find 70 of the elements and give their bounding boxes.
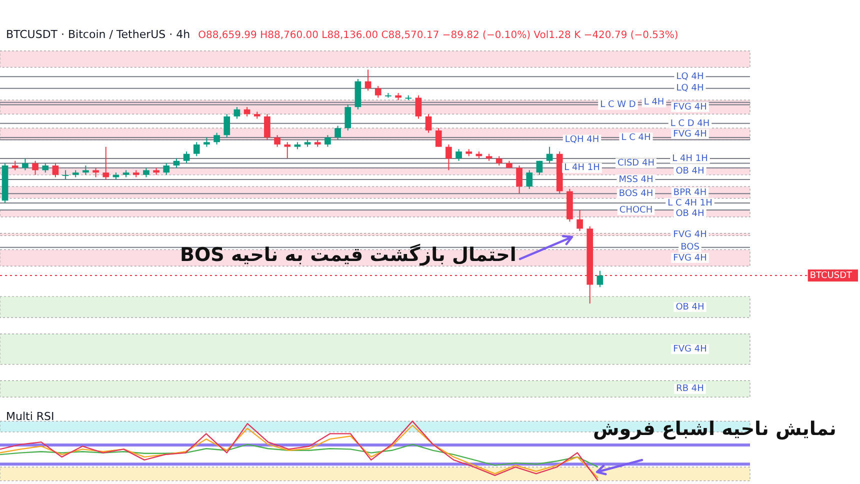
candlestick	[52, 162, 59, 178]
candlestick	[143, 167, 150, 178]
candlestick	[163, 162, 170, 176]
band-label: FVG 4H	[673, 102, 707, 112]
candlestick	[204, 136, 210, 148]
candlestick	[234, 106, 240, 120]
ref-line-label: L C D 4H	[670, 118, 710, 129]
candlestick	[516, 165, 522, 194]
candlestick	[364, 69, 372, 92]
candlestick	[224, 114, 230, 138]
candlestick	[446, 144, 452, 171]
candlestick	[12, 160, 18, 171]
band-label: OB 4H	[676, 302, 704, 312]
annotation: نمایش ناحیه اشباع فروش	[593, 418, 836, 440]
candlestick	[173, 158, 180, 168]
candlestick	[596, 270, 604, 288]
candlestick	[274, 134, 280, 148]
band-label: BPR 4H	[673, 188, 707, 198]
ref-line-label: L C 4H 1H	[668, 198, 712, 208]
candlestick	[214, 132, 220, 145]
candlestick	[244, 106, 250, 117]
chart-title: BTCUSDT · Bitcoin / TetherUS · 4h	[6, 28, 190, 41]
band-label: FVG 4H	[673, 129, 707, 140]
candlestick	[193, 142, 200, 157]
candlestick	[415, 94, 422, 120]
candlestick	[22, 158, 28, 171]
ref-line-label: CISD 4H	[618, 158, 654, 169]
ref-line-label: BOS	[680, 242, 700, 253]
candlestick	[456, 148, 462, 162]
band-label: RB 4H	[676, 384, 704, 394]
ref-line-label: LQ 4H	[676, 84, 704, 94]
chart-subtitle: O88,659.99 H88,760.00 L88,136.00 C88,570.17 −89.82 (−0.10%) Vol1.28 K −420.79 (−0.53%)	[198, 30, 678, 41]
candlestick	[102, 146, 110, 180]
candlestick	[62, 170, 69, 180]
ref-line-label: CHOCH	[619, 205, 653, 216]
band-label: FVG 4H	[673, 253, 707, 264]
candlestick	[284, 142, 291, 160]
candlestick	[435, 128, 442, 148]
ref-line-label: BOS 4H	[618, 188, 654, 199]
candlestick	[32, 160, 38, 176]
candlestick	[92, 167, 99, 178]
ref-line-label: LQH 4H	[564, 135, 600, 146]
candlestick	[324, 134, 331, 148]
ref-line-label: L C W D	[600, 100, 636, 110]
candlestick	[425, 114, 432, 134]
chart-title: Multi RSI	[6, 410, 54, 423]
candlestick	[526, 170, 533, 190]
band-label: OB 4H	[676, 166, 704, 177]
ref-line-label: MSS 4H	[618, 174, 654, 185]
ref-line-label: L C 4H	[621, 132, 651, 143]
ref-line-label: BTCUSDT	[810, 270, 852, 281]
band-label: OB 4H	[676, 208, 704, 219]
ref-line-label: L 4H 1H	[672, 154, 708, 164]
band-label: FVG 4H	[673, 344, 707, 354]
candlestick	[183, 150, 190, 164]
candlestick	[334, 125, 341, 140]
candlestick	[42, 162, 49, 174]
annotation: احتمال بازگشت قیمت به ناحیه BOS	[180, 244, 516, 266]
candlestick	[82, 165, 89, 176]
ref-line-label: L 4H	[644, 98, 664, 108]
candlestick	[546, 146, 553, 164]
ref-line-label: LQ 4H	[676, 72, 704, 82]
candlestick	[264, 114, 270, 140]
candlestick	[496, 156, 502, 166]
candlestick	[536, 160, 543, 176]
ref-line-label: L 4H 1H	[564, 163, 600, 174]
candlestick	[576, 209, 583, 232]
candlestick	[374, 86, 382, 98]
candlestick	[344, 104, 352, 131]
band-label: FVG 4H	[673, 230, 707, 240]
